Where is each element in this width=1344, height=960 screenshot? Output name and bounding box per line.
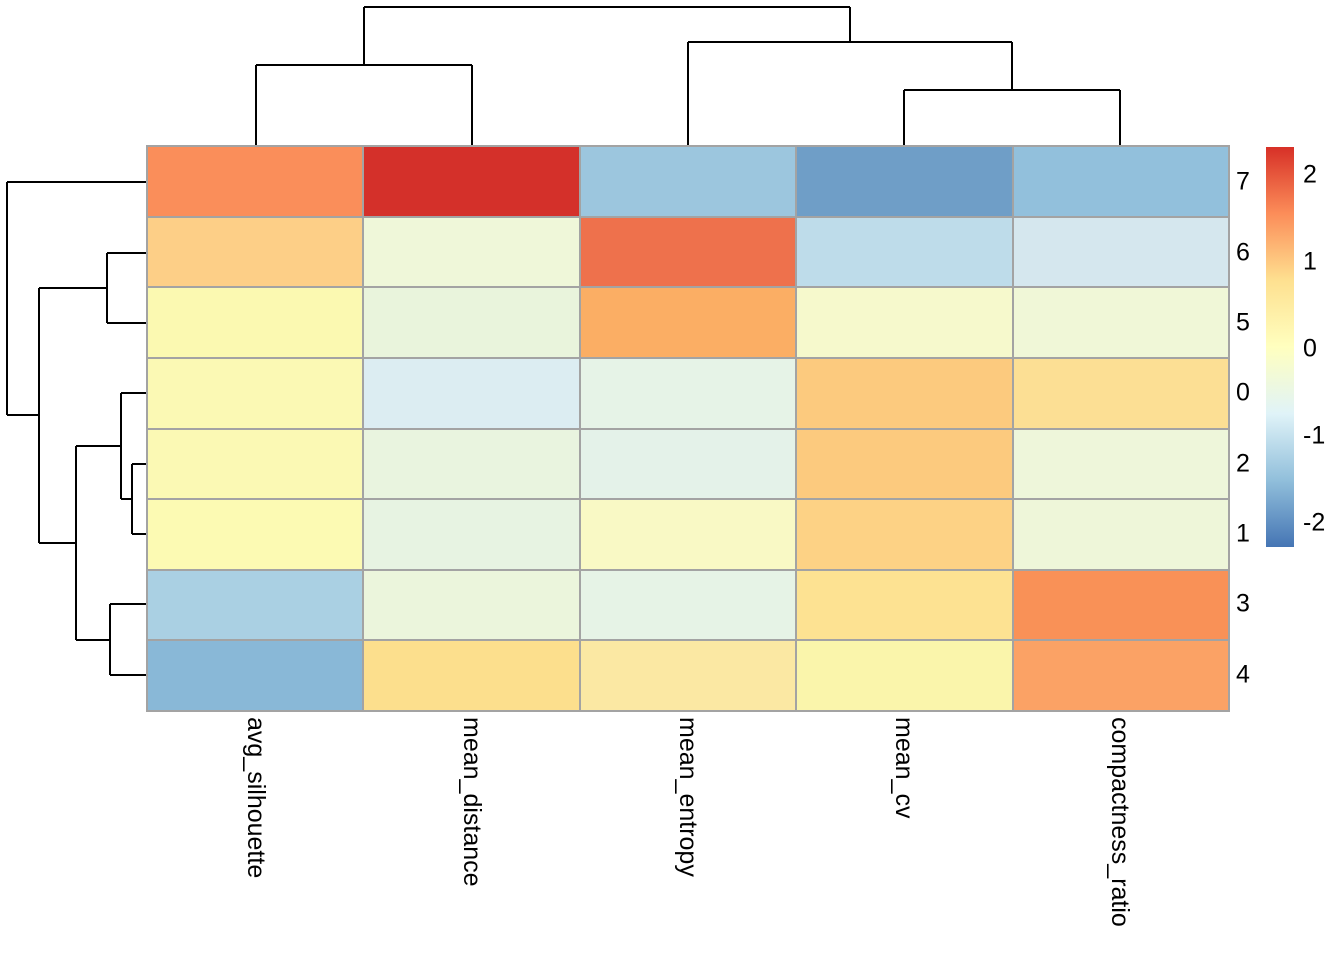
- heatmap-cell-3-mean_distance: [364, 570, 579, 640]
- heatmap-cell-1-mean_cv: [797, 500, 1012, 569]
- heatmap-cell-7-mean_entropy: [580, 147, 796, 216]
- heatmap-cell-3-compactness_ratio: [1013, 570, 1228, 640]
- heatmap-cell-2-mean_cv: [797, 429, 1012, 499]
- heatmap-cell-4-mean_distance: [364, 641, 579, 710]
- heatmap-cell-1-mean_distance: [364, 500, 579, 569]
- heatmap-cell-2-compactness_ratio: [1013, 429, 1228, 499]
- heatmap-cell-5-mean_cv: [797, 288, 1012, 357]
- heatmap-cell-1-mean_entropy: [580, 500, 796, 569]
- heatmap-cell-0-mean_cv: [797, 358, 1012, 428]
- heatmap-cell-0-avg_silhouette: [148, 358, 363, 428]
- heatmap-cell-5-avg_silhouette: [148, 288, 363, 357]
- heatmap-cell-3-avg_silhouette: [148, 570, 363, 640]
- column-label-mean_entropy: mean_entropy: [674, 717, 703, 877]
- heatmap-cell-1-avg_silhouette: [148, 500, 363, 569]
- heatmap-cell-7-compactness_ratio: [1013, 147, 1228, 216]
- row-dendrogram: [6, 181, 148, 676]
- heatmap-cell-6-mean_entropy: [580, 217, 796, 287]
- heatmap-cell-7-avg_silhouette: [148, 147, 363, 216]
- heatmap-cell-4-mean_cv: [797, 641, 1012, 710]
- heatmap-cell-6-compactness_ratio: [1013, 217, 1228, 287]
- legend-tick-label--1: -1: [1303, 421, 1326, 450]
- row-label-6: 6: [1236, 238, 1250, 267]
- column-label-avg_silhouette: avg_silhouette: [242, 717, 271, 879]
- legend-tick-label-1: 1: [1303, 247, 1317, 276]
- heatmap-cell-4-mean_entropy: [580, 641, 796, 710]
- column-label-mean_distance: mean_distance: [458, 717, 487, 887]
- row-label-7: 7: [1236, 167, 1250, 196]
- heatmap-cell-1-compactness_ratio: [1013, 500, 1228, 569]
- row-label-0: 0: [1236, 378, 1250, 407]
- column-dendrogram: [255, 6, 1121, 147]
- row-label-4: 4: [1236, 660, 1250, 689]
- heatmap-cell-5-mean_entropy: [580, 288, 796, 357]
- heatmap-cell-0-mean_entropy: [580, 358, 796, 428]
- row-label-2: 2: [1236, 449, 1250, 478]
- heatmap-cell-6-mean_cv: [797, 217, 1012, 287]
- heatmap-cell-0-compactness_ratio: [1013, 358, 1228, 428]
- heatmap-cell-7-mean_distance: [364, 147, 579, 216]
- heatmap-cell-3-mean_cv: [797, 570, 1012, 640]
- heatmap-cell-4-compactness_ratio: [1013, 641, 1228, 710]
- column-label-compactness_ratio: compactness_ratio: [1106, 717, 1135, 927]
- row-label-3: 3: [1236, 589, 1250, 618]
- heatmap-cell-2-avg_silhouette: [148, 429, 363, 499]
- heatmap-cell-6-mean_distance: [364, 217, 579, 287]
- heatmap-cell-4-avg_silhouette: [148, 641, 363, 710]
- legend-tick-label-2: 2: [1303, 160, 1317, 189]
- heatmap-cell-2-mean_entropy: [580, 429, 796, 499]
- heatmap-grid: [146, 145, 1230, 712]
- column-label-mean_cv: mean_cv: [890, 717, 919, 819]
- heatmap-cell-7-mean_cv: [797, 147, 1012, 216]
- heatmap-cell-6-avg_silhouette: [148, 217, 363, 287]
- heatmap-cell-2-mean_distance: [364, 429, 579, 499]
- heatmap-cell-5-compactness_ratio: [1013, 288, 1228, 357]
- heatmap-cell-0-mean_distance: [364, 358, 579, 428]
- color-legend-bar: [1266, 147, 1294, 547]
- heatmap-cell-3-mean_entropy: [580, 570, 796, 640]
- row-label-1: 1: [1236, 519, 1250, 548]
- legend-tick-label-0: 0: [1303, 334, 1317, 363]
- heatmap-cell-5-mean_distance: [364, 288, 579, 357]
- row-label-5: 5: [1236, 308, 1250, 337]
- legend-tick-label--2: -2: [1303, 508, 1326, 537]
